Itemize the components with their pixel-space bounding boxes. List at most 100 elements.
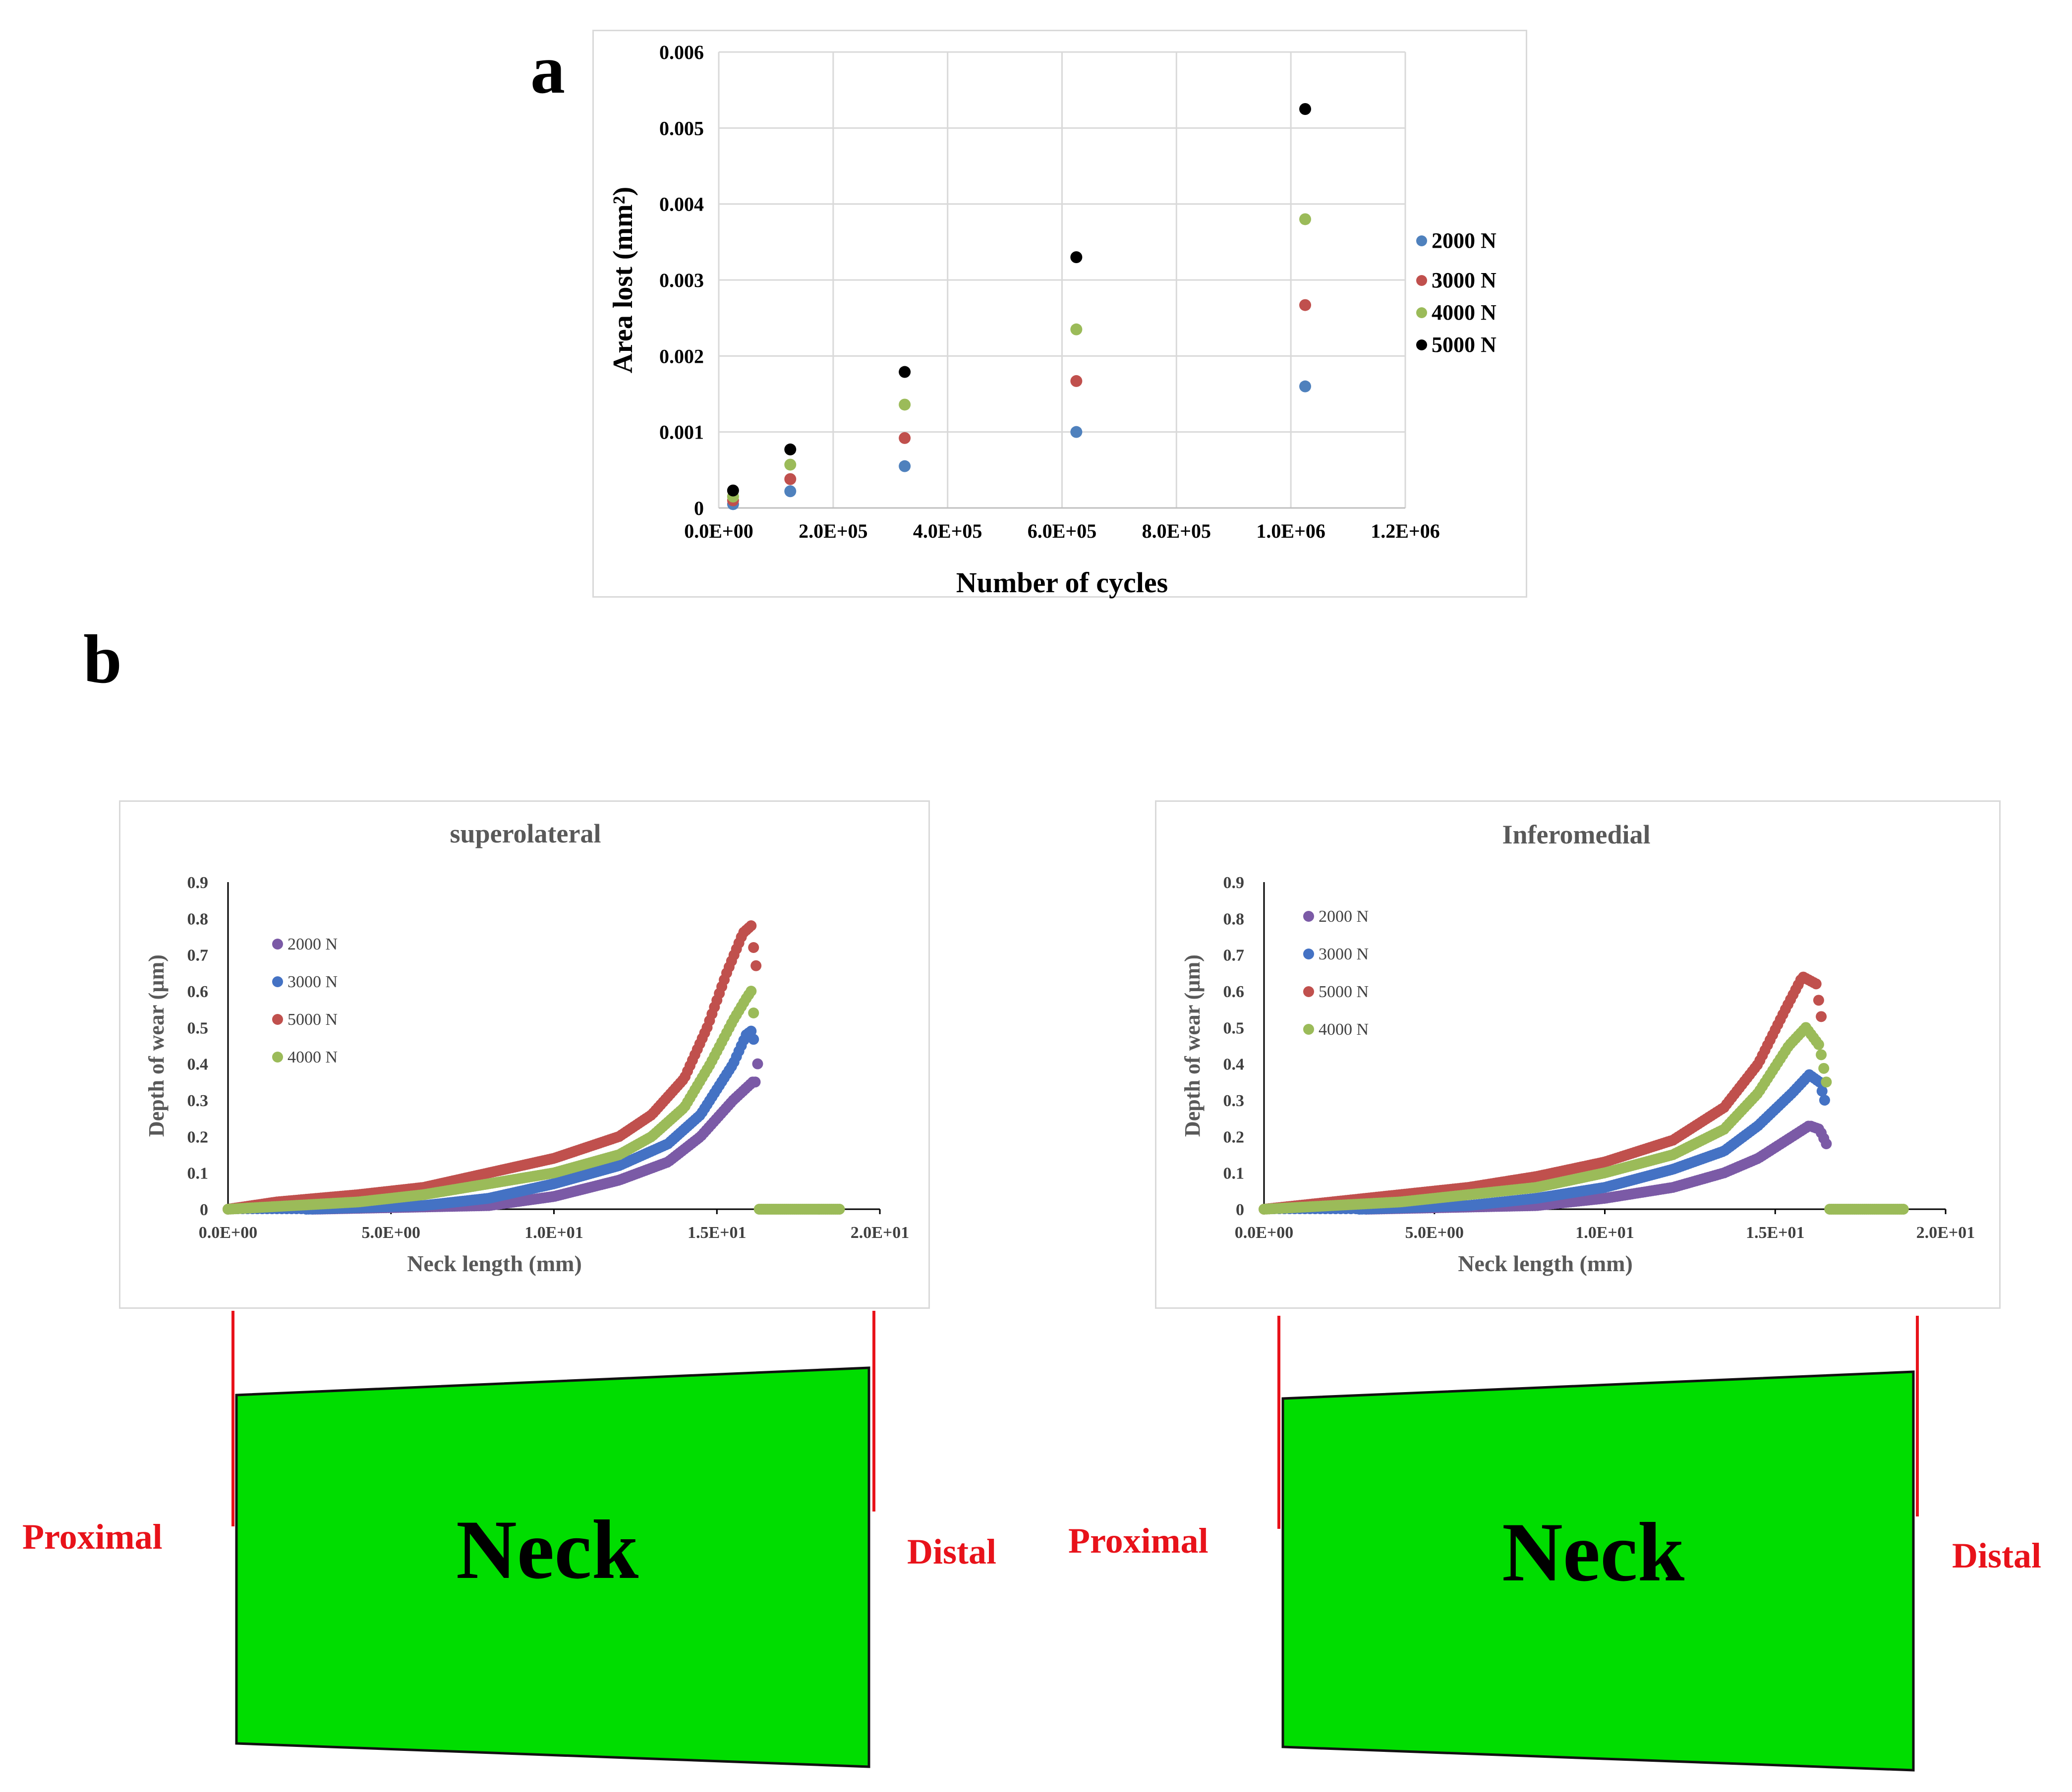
data-point-4000n xyxy=(1070,323,1083,336)
data-point-5000n xyxy=(1813,995,1824,1006)
chart-a-frame xyxy=(592,30,1527,598)
data-point-2000n xyxy=(752,1058,763,1069)
legend-marker xyxy=(1303,986,1314,997)
y-tick-label: 0.7 xyxy=(1223,947,1245,965)
y-tick-label: 0.4 xyxy=(187,1056,209,1074)
data-point-5000n xyxy=(748,942,759,953)
data-point-3000n xyxy=(1299,299,1312,311)
x-tick-label: 2.0E+01 xyxy=(1916,1224,1975,1242)
x-axis-title: Neck length (mm) xyxy=(1458,1251,1633,1276)
x-tick-label: 1.0E+01 xyxy=(524,1224,583,1242)
data-point-2000n xyxy=(749,1076,761,1088)
y-tick-label: 0.9 xyxy=(1223,874,1245,892)
chart-inferomedial-frame xyxy=(1155,800,2001,1309)
y-axis-title: Depth of wear (µm) xyxy=(144,954,169,1137)
y-tick-label: 0.4 xyxy=(1223,1056,1245,1074)
x-tick-label: 5.0E+00 xyxy=(361,1224,420,1242)
neck-shape-left xyxy=(235,1366,870,1768)
x-tick-label: 5.0E+00 xyxy=(1405,1224,1464,1242)
data-point-4000n xyxy=(1818,1063,1830,1074)
legend-label: 3000 N xyxy=(288,973,338,991)
y-tick-label: 0.6 xyxy=(1223,983,1245,1001)
data-point-5000n xyxy=(746,920,757,931)
data-point-3000n xyxy=(1070,375,1083,387)
legend-marker xyxy=(1303,949,1314,959)
legend-marker xyxy=(1303,1024,1314,1035)
x-tick-label: 1.0E+06 xyxy=(1256,520,1325,542)
y-tick-label: 0.2 xyxy=(1223,1128,1245,1146)
legend-label: 2000 N xyxy=(1319,907,1369,926)
legend-marker xyxy=(272,976,283,987)
y-tick-label: 0.8 xyxy=(187,910,209,928)
y-tick-label: 0.7 xyxy=(187,947,209,965)
y-tick-label: 0.006 xyxy=(659,41,704,63)
y-tick-label: 0.001 xyxy=(659,421,704,444)
y-tick-label: 0.1 xyxy=(1223,1165,1245,1183)
y-tick-label: 0 xyxy=(1236,1201,1244,1219)
legend-marker xyxy=(272,1052,283,1063)
data-point-3000n xyxy=(1816,1085,1828,1097)
data-point-5000n xyxy=(1070,251,1083,263)
panel-label-a: a xyxy=(530,31,565,108)
data-point-4000n xyxy=(748,1008,759,1018)
legend-marker xyxy=(1416,275,1427,286)
x-tick-label: 0.0E+00 xyxy=(684,520,753,542)
x-tick-label: 6.0E+05 xyxy=(1028,520,1096,542)
data-point-2000n xyxy=(899,460,911,472)
data-point-5000n xyxy=(1299,103,1312,115)
y-tick-label: 0.002 xyxy=(659,345,704,367)
data-point-4000n xyxy=(746,986,757,997)
data-point-2000n xyxy=(1070,426,1083,438)
legend-label: 4000 N xyxy=(1432,300,1496,325)
data-point-5000n xyxy=(899,366,911,378)
data-point-2000n xyxy=(1821,1138,1832,1149)
y-tick-label: 0.5 xyxy=(1223,1019,1245,1037)
legend-marker xyxy=(1416,339,1427,350)
legend-label: 2000 N xyxy=(288,935,338,953)
data-point-5000n xyxy=(727,484,739,497)
x-tick-label: 2.0E+05 xyxy=(799,520,867,542)
x-axis-title: Number of cycles xyxy=(956,566,1168,599)
y-tick-label: 0.003 xyxy=(659,269,704,291)
y-tick-label: 0 xyxy=(694,497,704,519)
data-point-5000n xyxy=(750,960,762,971)
legend-label: 2000 N xyxy=(1432,228,1496,253)
distal-label-right: Distal xyxy=(1952,1536,2041,1575)
data-point-3000n xyxy=(784,473,797,485)
data-point-4000n xyxy=(1821,1076,1832,1088)
neck-text-left: Neck xyxy=(456,1503,639,1596)
y-tick-label: 0.8 xyxy=(1223,910,1245,928)
y-tick-label: 0.3 xyxy=(187,1092,209,1110)
y-tick-label: 0.005 xyxy=(659,117,704,139)
data-point-2000n xyxy=(1299,380,1312,392)
neck-shape-right xyxy=(1281,1370,1915,1772)
data-point-3000n xyxy=(1819,1095,1830,1106)
proximal-label-right: Proximal xyxy=(1068,1521,1209,1561)
legend-marker xyxy=(1416,307,1427,318)
data-point-5000n xyxy=(1816,1011,1827,1022)
neck-text-right: Neck xyxy=(1502,1506,1685,1599)
legend-label: 3000 N xyxy=(1432,268,1496,292)
proximal-label-left: Proximal xyxy=(22,1517,163,1557)
legend-marker xyxy=(272,939,283,950)
data-point-4000n xyxy=(1816,1049,1827,1061)
distal-label-left: Distal xyxy=(907,1532,996,1571)
legend-label: 4000 N xyxy=(1319,1020,1369,1039)
x-tick-label: 2.0E+01 xyxy=(851,1224,910,1242)
x-tick-label: 1.2E+06 xyxy=(1371,520,1439,542)
legend-marker xyxy=(1416,235,1427,246)
x-tick-label: 8.0E+05 xyxy=(1142,520,1211,542)
chart-title: Inferomedial xyxy=(1502,820,1651,849)
data-point-2000n xyxy=(784,485,797,498)
data-point-4000n xyxy=(784,458,797,471)
y-tick-label: 0.3 xyxy=(1223,1092,1245,1110)
y-tick-label: 0.1 xyxy=(187,1165,209,1183)
legend-label: 5000 N xyxy=(288,1010,338,1029)
data-point-4000n xyxy=(899,398,911,411)
data-point-tail xyxy=(1898,1204,1909,1215)
data-point-4000n xyxy=(1299,213,1312,225)
x-tick-label: 0.0E+00 xyxy=(199,1224,258,1242)
chart-superolateral-frame xyxy=(119,800,930,1309)
